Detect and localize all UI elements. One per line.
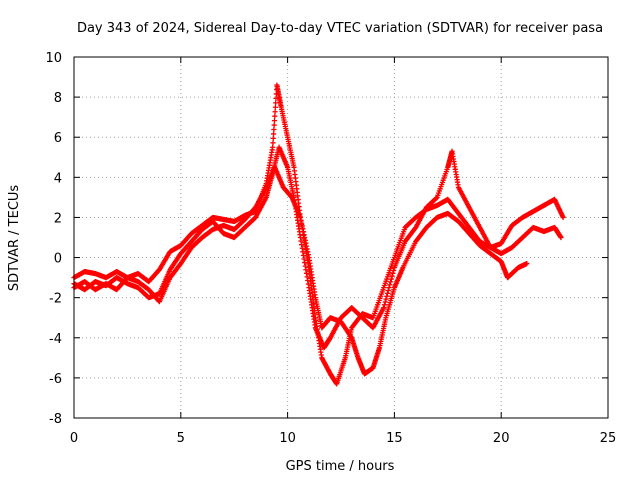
data-point-marker	[270, 135, 276, 141]
x-tick-label: 20	[493, 431, 510, 446]
x-tick-label: 15	[386, 431, 403, 446]
data-point-marker	[524, 260, 530, 267]
x-tick-label: 10	[279, 431, 296, 446]
data-point-marker	[390, 270, 396, 276]
y-tick-label: -2	[49, 292, 62, 307]
plot-frame	[73, 56, 609, 419]
data-point-marker	[433, 195, 439, 201]
x-tick-label: 0	[70, 431, 78, 446]
data-point-marker	[381, 305, 387, 311]
data-point-marker	[388, 276, 394, 282]
chart-title: Day 343 of 2024, Sidereal Day-to-day VTE…	[77, 21, 603, 36]
data-point-marker	[272, 109, 278, 115]
series-track-1	[71, 82, 566, 387]
y-tick-label: 0	[54, 252, 62, 267]
data-point-marker	[387, 279, 394, 285]
data-point-marker	[271, 126, 277, 133]
y-tick-label: -4	[49, 332, 62, 347]
y-tick-label: -8	[49, 412, 62, 427]
x-tick-label: 25	[600, 431, 617, 446]
data-point-marker	[384, 293, 390, 299]
data-point-marker	[385, 287, 391, 294]
axis-ticks: 0 5 10 15 20 25 -8 -6 -4 -2 0 2 4 6 8 10	[45, 51, 616, 446]
data-point-marker	[386, 285, 392, 291]
data-point-marker	[270, 131, 277, 137]
x-axis-label: GPS time / hours	[286, 459, 395, 474]
data-point-marker	[391, 267, 397, 274]
y-axis-label: SDTVAR / TECUs	[7, 185, 22, 292]
data-point-marker	[273, 95, 279, 101]
data-point-marker	[383, 296, 389, 302]
data-point-marker	[560, 214, 566, 221]
series-track-3	[71, 164, 530, 377]
y-tick-label: -6	[49, 372, 62, 387]
data-point-marker	[272, 104, 278, 110]
y-tick-label: 2	[54, 211, 62, 226]
y-tick-label: 10	[45, 51, 62, 66]
y-tick-label: 8	[54, 91, 62, 106]
data-point-marker	[558, 234, 564, 241]
data-point-marker	[273, 100, 279, 106]
y-tick-label: 4	[54, 171, 62, 186]
data-point-marker	[271, 118, 278, 124]
data-point-marker	[271, 122, 277, 128]
data-point-marker	[270, 144, 276, 150]
data-point-marker	[381, 302, 388, 308]
data-points	[71, 82, 566, 387]
y-tick-label: 6	[54, 131, 62, 146]
x-tick-label: 5	[177, 431, 185, 446]
data-point-marker	[382, 299, 388, 305]
data-point-marker	[389, 273, 395, 279]
data-point-marker	[384, 290, 391, 296]
data-point-marker	[387, 282, 393, 288]
data-point-marker	[270, 140, 276, 146]
data-point-marker	[272, 113, 278, 119]
